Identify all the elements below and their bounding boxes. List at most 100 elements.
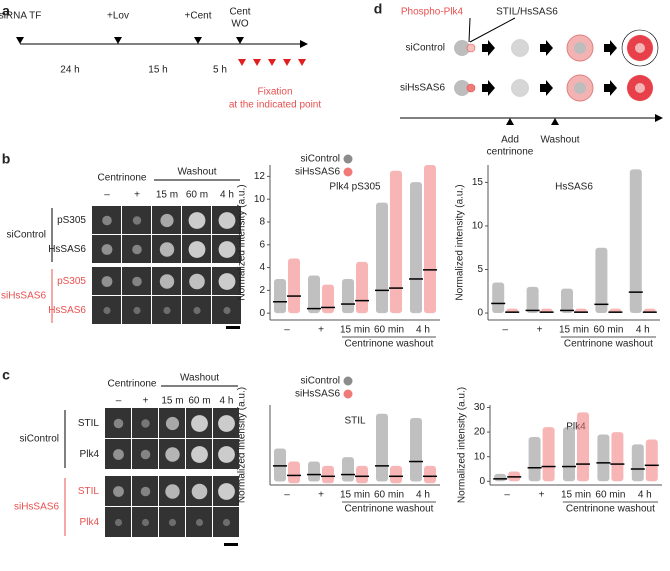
row-label: STIL <box>78 418 100 429</box>
signal <box>191 483 208 500</box>
column-label: – <box>104 190 110 201</box>
dot-cloud <box>342 457 354 482</box>
centriole <box>511 39 529 57</box>
dot-cloud <box>595 247 608 314</box>
event: Washout <box>540 135 579 146</box>
dot-cloud <box>308 461 320 482</box>
dot-cloud <box>390 465 402 484</box>
micrograph <box>132 439 158 469</box>
triangle <box>236 37 244 44</box>
centriole <box>635 43 645 53</box>
rule <box>469 17 516 43</box>
row-label: STIL <box>78 486 100 497</box>
centriole <box>574 42 586 54</box>
step-label: +Lov <box>107 11 129 22</box>
dot-cloud <box>492 282 505 314</box>
dot-cloud <box>526 286 539 314</box>
centriole <box>454 40 470 56</box>
signal <box>113 418 124 429</box>
x-tick-label: – <box>284 490 290 501</box>
x-tick-label: 60 min <box>593 325 623 336</box>
dot-cloud <box>528 437 541 482</box>
signal <box>188 241 206 258</box>
signal <box>114 518 123 527</box>
chart-title: HsSAS6 <box>555 182 593 193</box>
x-tick-label: 15 min <box>561 490 591 501</box>
signal <box>222 518 231 527</box>
dot-cloud <box>629 169 642 314</box>
centriole <box>635 83 645 93</box>
legend-label: siHsSAS6 <box>295 389 340 400</box>
x-tick-label: + <box>318 490 324 501</box>
header: Washout <box>180 373 219 384</box>
group-label: siControl <box>7 230 46 241</box>
arrow <box>604 40 617 56</box>
x-tick-label: + <box>537 325 543 336</box>
y-tick-label: 0 <box>259 308 265 319</box>
x-tick-label: 4 h <box>416 490 430 501</box>
column-label: 60 m <box>186 190 208 201</box>
micrograph <box>212 296 241 324</box>
fixation: at the indicated point <box>229 100 322 111</box>
dot-cloud <box>645 439 658 482</box>
column-label: 4 h <box>220 190 234 201</box>
arrow <box>604 80 617 96</box>
legend-label: siControl <box>301 154 340 165</box>
y-tick-label: 10 <box>474 451 486 462</box>
micrograph <box>182 296 211 324</box>
triangle <box>268 59 276 66</box>
signal <box>103 306 111 315</box>
scale-bar <box>224 543 238 546</box>
y-tick-label: 12 <box>254 171 266 182</box>
y-tick-label: 15 <box>472 177 484 188</box>
arrow <box>482 80 495 96</box>
dot-cloud <box>577 412 589 482</box>
signal <box>163 306 171 315</box>
x-tick-label: 60 min <box>374 325 404 336</box>
centriole <box>466 83 476 93</box>
panel-label: c <box>2 367 10 383</box>
dot-cloud <box>288 258 300 314</box>
signal <box>132 276 142 287</box>
event: Add <box>501 135 519 146</box>
y-tick-label: 10 <box>254 194 266 205</box>
signal <box>141 419 150 428</box>
micrograph <box>105 408 131 438</box>
dot-cloud <box>342 278 354 314</box>
x-tick-label: 4 h <box>416 325 430 336</box>
signal <box>101 276 113 287</box>
micrograph <box>159 507 185 537</box>
dot-cloud <box>563 427 575 482</box>
triangle <box>194 37 202 44</box>
micrograph <box>152 296 181 324</box>
legend-label: siHsSAS6 <box>295 167 340 178</box>
micrograph <box>92 296 121 324</box>
micrograph <box>122 267 151 295</box>
triangle <box>253 59 261 66</box>
dot-cloud <box>288 461 300 484</box>
x-label: Centrinone washout <box>564 339 653 350</box>
signal <box>193 306 201 315</box>
header: Washout <box>177 167 216 178</box>
centriole <box>511 79 529 97</box>
scale-bar <box>226 326 240 329</box>
column-label: + <box>134 190 140 201</box>
x-tick-label: + <box>318 325 324 336</box>
micrograph <box>92 206 121 234</box>
group-label: siHsSAS6 <box>14 502 59 513</box>
x-tick-label: 4 h <box>636 325 650 336</box>
y-label: Normalized intensity (a.u.) <box>455 184 466 300</box>
x-label: Centrinone washout <box>345 504 434 515</box>
dot-cloud <box>356 465 368 484</box>
y-tick-label: 5 <box>477 264 483 275</box>
signal <box>191 446 208 463</box>
micrograph <box>132 408 158 438</box>
signal <box>132 216 142 225</box>
x-label: Centrinone washout <box>345 339 434 350</box>
signal <box>165 447 180 462</box>
event: centrinone <box>487 147 534 158</box>
chart-title: Plk4 pS305 <box>329 182 381 193</box>
legend-swatch <box>343 154 353 164</box>
header: Centrinone <box>98 173 147 184</box>
y-tick-label: 20 <box>474 427 486 438</box>
